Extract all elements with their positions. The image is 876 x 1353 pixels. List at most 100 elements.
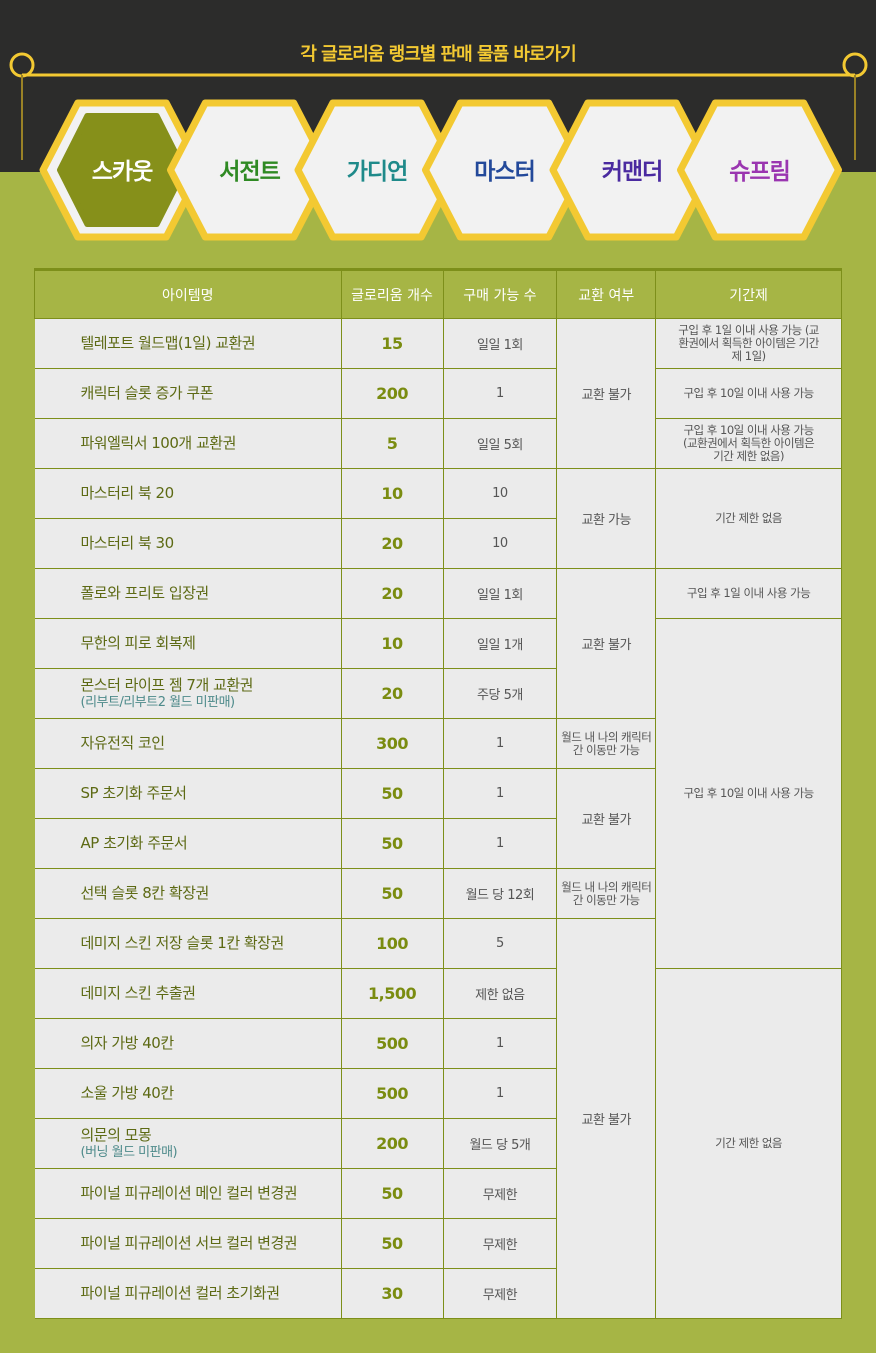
glorium-count: 500 bbox=[340, 1018, 444, 1069]
exchange-status: 교환 불가 bbox=[556, 318, 657, 469]
purchase-limit: 무제한 bbox=[442, 1218, 558, 1269]
section-title: 각 글로리움 랭크별 판매 물품 바로가기 bbox=[300, 44, 576, 65]
glorium-count: 50 bbox=[340, 768, 444, 819]
item-name: 무한의 피로 회복제 bbox=[34, 618, 342, 669]
period-info: 구입 후 1일 이내 사용 가능 bbox=[655, 568, 842, 619]
glorium-count: 200 bbox=[340, 1118, 444, 1169]
item-name: 파이널 피규레이션 서브 컬러 변경권 bbox=[34, 1218, 342, 1269]
item-name: 의자 가방 40칸 bbox=[34, 1018, 342, 1069]
table-row: 파워엘릭서 100개 교환권 5 일일 5회 구입 후 10일 이내 사용 가능 (교… bbox=[34, 418, 842, 469]
purchase-limit: 무제한 bbox=[442, 1268, 558, 1319]
glorium-count: 50 bbox=[340, 1168, 444, 1219]
table-row: 자유전직 코인 300 1 월드 내 나의 캐릭터간 이동만 가능 bbox=[34, 718, 842, 769]
glorium-count: 300 bbox=[340, 718, 444, 769]
table-row: 소울 가방 40칸 500 1 bbox=[34, 1068, 842, 1119]
glorium-count: 30 bbox=[340, 1268, 444, 1319]
tab-6[interactable]: 슈프림 bbox=[729, 159, 790, 185]
glorium-count: 20 bbox=[340, 568, 444, 619]
item-name-text: 캐릭터 슬롯 증가 쿠폰 bbox=[80, 384, 214, 402]
tab-3[interactable]: 가디언 bbox=[346, 159, 408, 185]
table-row: 파이널 피규레이션 서브 컬러 변경권 50 무제한 bbox=[34, 1218, 842, 1269]
period-info: 구입 후 1일 이내 사용 가능 (교환권에서 획득한 아이템은 기간제 1일) bbox=[655, 318, 842, 369]
item-name-text: 텔레포트 월드맵(1일) 교환권 bbox=[80, 334, 256, 352]
glorium-count: 20 bbox=[340, 668, 444, 719]
column-header: 글로리움 개수 bbox=[340, 269, 444, 319]
purchase-limit: 월드 당 12회 bbox=[442, 868, 558, 919]
column-header: 기간제 bbox=[655, 269, 842, 319]
item-name: 마스터리 북 30 bbox=[34, 518, 342, 569]
item-name: 데미지 스킨 추출권 bbox=[34, 968, 342, 1019]
purchase-limit: 1 bbox=[442, 718, 558, 769]
exchange-status: 교환 불가 bbox=[556, 768, 657, 869]
glorium-count: 10 bbox=[340, 618, 444, 669]
purchase-limit: 제한 없음 bbox=[442, 968, 558, 1019]
table-row: 무한의 피로 회복제 10 일일 1개 구입 후 10일 이내 사용 가능 bbox=[34, 618, 842, 969]
table-row: 파이널 피규레이션 메인 컬러 변경권 50 무제한 bbox=[34, 1168, 842, 1219]
purchase-limit: 일일 1회 bbox=[442, 568, 558, 619]
purchase-limit: 1 bbox=[442, 768, 558, 819]
item-name-text: SP 초기화 주문서 bbox=[80, 784, 187, 802]
item-name: 선택 슬롯 8칸 확장권 bbox=[34, 868, 342, 919]
glorium-count: 200 bbox=[340, 368, 444, 419]
period-info: 구입 후 10일 이내 사용 가능 (교환권에서 획득한 아이템은 기간 제한 … bbox=[655, 418, 842, 469]
item-name: 몬스터 라이프 젬 7개 교환권 (리부트/리부트2 월드 미판매) bbox=[34, 668, 342, 719]
glorium-count: 50 bbox=[340, 868, 444, 919]
glorium-count: 15 bbox=[340, 318, 444, 369]
column-header: 아이템명 bbox=[34, 269, 342, 319]
tab-1[interactable]: 스카웃 bbox=[91, 159, 153, 185]
glorium-count: 20 bbox=[340, 518, 444, 569]
glorium-count: 5 bbox=[340, 418, 444, 469]
column-header: 교환 여부 bbox=[556, 269, 657, 319]
item-name-text: 선택 슬롯 8칸 확장권 bbox=[80, 884, 210, 902]
purchase-limit: 일일 1회 bbox=[442, 318, 558, 369]
period-info: 기간 제한 없음 bbox=[655, 468, 842, 569]
item-name: AP 초기화 주문서 bbox=[34, 818, 342, 869]
table-row: 마스터리 북 30 20 10 bbox=[34, 518, 842, 569]
exchange-status: 월드 내 나의 캐릭터간 이동만 가능 bbox=[556, 868, 657, 919]
item-name-text: 의문의 모몽 bbox=[80, 1125, 152, 1144]
purchase-limit: 10 bbox=[442, 518, 558, 569]
purchase-limit: 월드 당 5개 bbox=[442, 1118, 558, 1169]
item-name-text: 자유전직 코인 bbox=[80, 734, 166, 752]
item-name-text: 파이널 피규레이션 서브 컬러 변경권 bbox=[80, 1234, 298, 1252]
period-info: 구입 후 10일 이내 사용 가능 bbox=[655, 368, 842, 419]
item-name-text: 파이널 피규레이션 메인 컬러 변경권 bbox=[80, 1184, 298, 1202]
purchase-limit: 5 bbox=[442, 918, 558, 969]
period-info: 기간 제한 없음 bbox=[655, 968, 842, 1319]
rope-decoration bbox=[9, 52, 868, 160]
item-name-text: 데미지 스킨 저장 슬롯 1칸 확장권 bbox=[80, 934, 285, 952]
glorium-count: 500 bbox=[340, 1068, 444, 1119]
tab-hexagon[interactable] bbox=[677, 99, 842, 241]
glorium-count: 50 bbox=[340, 818, 444, 869]
tab-5[interactable]: 커맨더 bbox=[601, 159, 663, 185]
rank-tabs bbox=[39, 99, 842, 241]
item-name: 캐릭터 슬롯 증가 쿠폰 bbox=[34, 368, 342, 419]
item-name-text: 데미지 스킨 추출권 bbox=[80, 984, 196, 1002]
purchase-limit: 일일 5회 bbox=[442, 418, 558, 469]
item-name: SP 초기화 주문서 bbox=[34, 768, 342, 819]
item-name: 파워엘릭서 100개 교환권 bbox=[34, 418, 342, 469]
item-name: 파이널 피규레이션 컬러 초기화권 bbox=[34, 1268, 342, 1319]
item-note: (리부트/리부트2 월드 미판매) bbox=[80, 694, 236, 710]
table-row: 데미지 스킨 추출권 1,500 제한 없음 기간 제한 없음 bbox=[34, 968, 842, 1319]
item-name-text: AP 초기화 주문서 bbox=[80, 834, 188, 852]
tab-2[interactable]: 서전트 bbox=[219, 159, 280, 185]
item-note: (버닝 월드 미판매) bbox=[80, 1144, 178, 1160]
column-header: 구매 가능 수 bbox=[442, 269, 558, 319]
exchange-status: 월드 내 나의 캐릭터간 이동만 가능 bbox=[556, 718, 657, 769]
table-row: 선택 슬롯 8칸 확장권 50 월드 당 12회 월드 내 나의 캐릭터간 이동만 가… bbox=[34, 868, 842, 919]
item-name: 마스터리 북 20 bbox=[34, 468, 342, 519]
item-name-text: 무한의 피로 회복제 bbox=[80, 634, 196, 652]
item-name: 의문의 모몽 (버닝 월드 미판매) bbox=[34, 1118, 342, 1169]
tab-4[interactable]: 마스터 bbox=[474, 159, 535, 185]
exchange-status: 교환 불가 bbox=[556, 918, 657, 1319]
exchange-status: 교환 불가 bbox=[556, 568, 657, 719]
period-info: 구입 후 10일 이내 사용 가능 bbox=[655, 618, 842, 969]
purchase-limit: 10 bbox=[442, 468, 558, 519]
purchase-limit: 1 bbox=[442, 1068, 558, 1119]
glorium-count: 50 bbox=[340, 1218, 444, 1269]
table-row: 의문의 모몽 (버닝 월드 미판매) 200 월드 당 5개 bbox=[34, 1118, 842, 1169]
table-row: AP 초기화 주문서 50 1 bbox=[34, 818, 842, 869]
purchase-limit: 무제한 bbox=[442, 1168, 558, 1219]
table-row: 폴로와 프리토 입장권 20 일일 1회 교환 불가 구입 후 1일 이내 사용 가능 bbox=[34, 568, 842, 719]
